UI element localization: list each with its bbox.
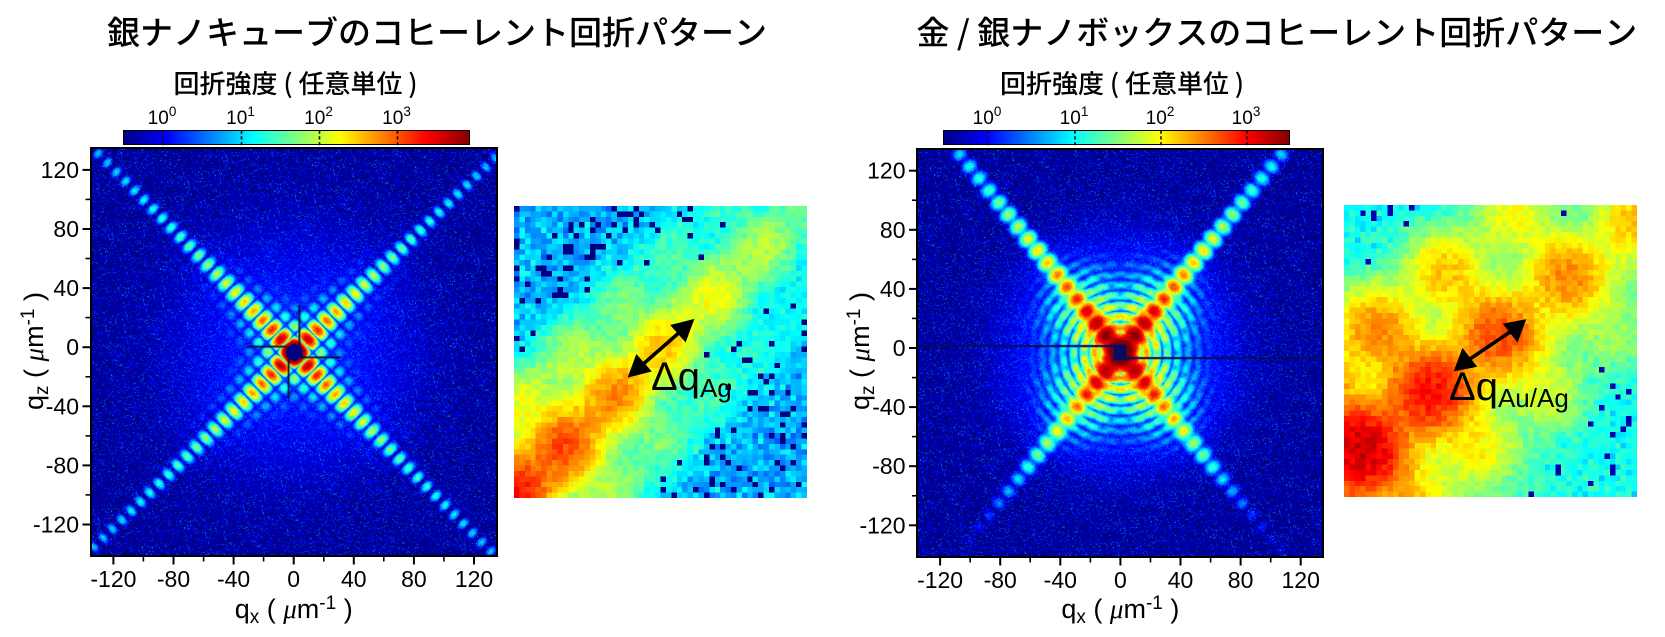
svg-text:-80: -80 bbox=[984, 567, 1017, 593]
svg-text:0: 0 bbox=[66, 334, 79, 360]
svg-text:100: 100 bbox=[973, 104, 1002, 129]
svg-text:120: 120 bbox=[41, 157, 79, 183]
svg-text:80: 80 bbox=[880, 217, 906, 243]
svg-text:103: 103 bbox=[1232, 104, 1261, 129]
svg-text:40: 40 bbox=[1168, 567, 1194, 593]
svg-text:80: 80 bbox=[401, 566, 427, 592]
svg-text:-40: -40 bbox=[217, 566, 250, 592]
svg-text:0: 0 bbox=[287, 566, 300, 592]
svg-text:qx ( μm-1 ): qx ( μm-1 ) bbox=[1061, 593, 1179, 628]
svg-text:-120: -120 bbox=[33, 512, 79, 538]
svg-text:0: 0 bbox=[893, 335, 906, 361]
svg-text:-120: -120 bbox=[859, 512, 905, 538]
svg-text:102: 102 bbox=[1146, 104, 1175, 129]
svg-text:qx ( μm-1 ): qx ( μm-1 ) bbox=[235, 593, 353, 628]
svg-text:40: 40 bbox=[53, 275, 79, 301]
svg-text:qz ( μm-1 ): qz ( μm-1 ) bbox=[18, 292, 53, 410]
svg-text:-40: -40 bbox=[46, 393, 79, 419]
svg-text:-80: -80 bbox=[46, 452, 79, 478]
svg-text:101: 101 bbox=[226, 104, 255, 129]
svg-text:120: 120 bbox=[1282, 567, 1320, 593]
svg-text:40: 40 bbox=[341, 566, 367, 592]
svg-text:-80: -80 bbox=[872, 453, 905, 479]
svg-text:102: 102 bbox=[304, 104, 333, 129]
svg-text:qz ( μm-1 ): qz ( μm-1 ) bbox=[844, 292, 879, 410]
svg-text:120: 120 bbox=[867, 158, 905, 184]
svg-text:-120: -120 bbox=[917, 567, 963, 593]
svg-text:-120: -120 bbox=[90, 566, 136, 592]
svg-text:120: 120 bbox=[455, 566, 493, 592]
svg-text:80: 80 bbox=[53, 216, 79, 242]
svg-text:40: 40 bbox=[880, 276, 906, 302]
svg-text:100: 100 bbox=[148, 104, 177, 129]
svg-text:-40: -40 bbox=[872, 394, 905, 420]
svg-text:-40: -40 bbox=[1044, 567, 1077, 593]
svg-text:101: 101 bbox=[1060, 104, 1089, 129]
svg-text:ΔqAg: ΔqAg bbox=[651, 355, 732, 403]
svg-text:0: 0 bbox=[1114, 567, 1127, 593]
svg-text:103: 103 bbox=[382, 104, 411, 129]
svg-text:80: 80 bbox=[1228, 567, 1254, 593]
svg-text:-80: -80 bbox=[157, 566, 190, 592]
svg-text:ΔqAu/Ag: ΔqAu/Ag bbox=[1449, 365, 1569, 413]
